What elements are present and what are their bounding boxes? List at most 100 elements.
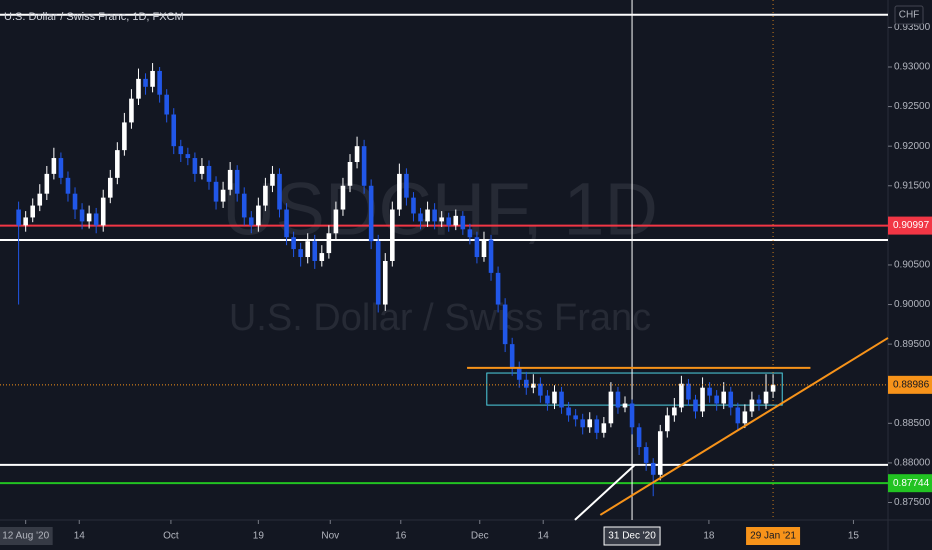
candle-body <box>742 411 748 424</box>
candle-body <box>107 177 113 198</box>
candle-body <box>425 209 430 222</box>
crosshair-label-box <box>603 526 661 546</box>
candle-body <box>291 237 296 250</box>
candle-body <box>467 229 473 238</box>
x-tick-label: Oct <box>163 531 179 542</box>
candle-body <box>270 173 275 186</box>
candle-body <box>93 213 99 226</box>
candle-body <box>129 98 134 123</box>
candle-body <box>418 213 423 222</box>
price-tag <box>888 474 932 493</box>
candle-body <box>516 367 522 380</box>
candle-body <box>545 395 550 404</box>
x-tick-label: 14 <box>74 531 86 542</box>
candle-body <box>700 387 705 412</box>
candle-body <box>86 213 92 222</box>
price-tag-label: 0.90997 <box>893 220 930 231</box>
crosshair-label: 31 Dec '20 <box>608 531 656 542</box>
candle-body <box>241 193 247 218</box>
candle-body <box>749 399 755 412</box>
candle-body <box>488 239 494 273</box>
candle-body <box>460 215 466 230</box>
candle-body <box>164 94 169 115</box>
candle-body <box>51 158 57 174</box>
x-tick-label: 15 <box>848 531 860 542</box>
candle-body <box>234 169 240 194</box>
candle-body <box>566 407 571 416</box>
y-tick-label: 0.87500 <box>894 497 931 508</box>
candle-body <box>298 249 303 258</box>
candle-body <box>714 395 719 404</box>
candle-body <box>728 391 734 408</box>
candle-body <box>770 384 776 392</box>
candle-body <box>643 447 649 463</box>
candle-body <box>411 197 416 214</box>
candle-body <box>44 173 50 194</box>
candle-body <box>735 407 741 424</box>
candle-body <box>382 260 388 305</box>
candle-body <box>481 239 487 258</box>
candle-body <box>615 391 621 408</box>
candle-body <box>608 391 614 424</box>
candle-body <box>622 403 628 408</box>
candle-body <box>227 169 233 190</box>
currency-box <box>894 5 924 25</box>
candle-body <box>72 193 78 210</box>
candle-body <box>143 78 148 87</box>
candle-body <box>573 415 578 420</box>
candle-body <box>538 383 543 396</box>
watermark-group: USDCHF, 1D U.S. Dollar / Swiss Franc <box>222 168 658 339</box>
candle-body <box>178 146 184 155</box>
candle-body <box>523 379 529 388</box>
candle-body <box>707 387 712 396</box>
currency-label: CHF <box>899 10 920 21</box>
candle-body <box>23 217 28 226</box>
candle-body <box>559 391 564 408</box>
candle-body <box>629 403 635 428</box>
candle-body <box>185 154 191 159</box>
trend-line <box>599 337 889 516</box>
candle-body <box>79 209 85 222</box>
y-tick-label: 0.92500 <box>894 101 931 112</box>
candle-body <box>150 70 155 87</box>
candle-body <box>375 241 381 305</box>
y-tick-label: 0.93500 <box>894 22 931 33</box>
candle-body <box>763 391 769 404</box>
last-price-tag <box>888 375 932 394</box>
x-tick-label: 14 <box>538 531 550 542</box>
candle-body <box>115 150 120 178</box>
candle-body <box>657 431 663 475</box>
candle-body <box>368 185 374 242</box>
candle-body <box>277 173 282 210</box>
watermark-subtitle: U.S. Dollar / Swiss Franc <box>229 297 651 339</box>
candle-body <box>587 419 593 428</box>
candle-body <box>361 146 367 186</box>
trend-line <box>574 464 636 521</box>
candle-body <box>650 462 656 475</box>
candle-body <box>136 78 141 99</box>
candle-body <box>756 399 762 404</box>
candle-body <box>213 181 219 202</box>
candle-body <box>333 209 339 234</box>
candle-body <box>495 272 501 305</box>
y-tick-label: 0.90500 <box>894 260 931 271</box>
candle-body <box>601 423 607 433</box>
candle-body <box>354 146 360 163</box>
candle-body <box>100 197 106 226</box>
candle-body <box>390 209 395 261</box>
x-tick-box <box>0 527 53 545</box>
candle-body <box>721 391 727 404</box>
candle-body <box>580 419 585 428</box>
x-tick-label: Dec <box>471 531 489 542</box>
candle-body <box>312 241 318 261</box>
candle-body <box>122 122 127 151</box>
range-box <box>486 372 783 406</box>
candle-body <box>171 114 177 147</box>
y-tick-label: 0.93000 <box>894 62 931 73</box>
candle-body <box>37 193 43 206</box>
x-tick-label: Nov <box>321 531 339 542</box>
candle-body <box>16 209 21 226</box>
candle-body <box>693 399 698 412</box>
candle-body <box>284 209 289 238</box>
